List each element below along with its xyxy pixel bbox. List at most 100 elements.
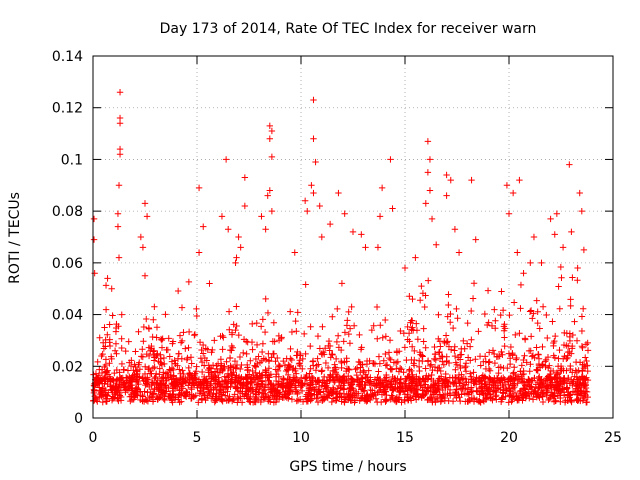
data-point	[341, 210, 348, 217]
data-point	[486, 375, 493, 382]
data-point	[240, 379, 247, 386]
data-point	[265, 365, 273, 372]
data-point	[193, 305, 200, 313]
data-point	[546, 362, 553, 369]
data-point	[466, 397, 474, 404]
data-point	[177, 339, 185, 346]
y-tick-label: 0.06	[52, 256, 83, 272]
data-point	[227, 362, 234, 370]
data-point	[505, 381, 512, 389]
data-point	[152, 373, 159, 381]
data-point	[388, 366, 396, 373]
data-point	[126, 376, 133, 384]
data-point	[500, 374, 507, 381]
data-point	[378, 379, 386, 387]
data-point	[334, 393, 341, 401]
data-point	[406, 385, 414, 392]
data-point	[145, 352, 153, 360]
data-point	[233, 361, 241, 369]
data-point	[414, 390, 421, 397]
data-point	[489, 376, 497, 384]
data-point	[578, 367, 586, 375]
data-point	[412, 396, 420, 403]
data-point	[132, 348, 139, 355]
data-point	[414, 336, 422, 343]
data-point	[440, 392, 447, 400]
data-point	[189, 380, 196, 387]
data-point	[238, 399, 246, 406]
data-point	[92, 370, 100, 377]
data-point	[529, 352, 537, 359]
data-point	[212, 393, 219, 400]
data-point	[426, 156, 434, 163]
data-point	[184, 373, 192, 381]
data-point	[96, 394, 103, 401]
data-point	[249, 320, 256, 328]
data-point	[447, 392, 454, 399]
data-point	[534, 319, 541, 327]
data-point	[343, 322, 351, 329]
data-point	[228, 397, 236, 405]
data-point	[211, 399, 218, 406]
data-point	[127, 362, 135, 370]
data-point	[103, 397, 111, 405]
data-point	[551, 231, 558, 238]
data-point	[551, 384, 559, 391]
data-point	[485, 365, 493, 373]
data-point	[260, 387, 267, 395]
data-point	[269, 338, 277, 345]
data-point	[492, 317, 499, 324]
data-point	[297, 383, 304, 391]
data-point	[175, 392, 182, 399]
data-point	[394, 375, 401, 382]
data-point	[491, 359, 499, 367]
data-point	[370, 322, 377, 329]
data-point	[377, 322, 384, 329]
data-point	[362, 396, 369, 403]
data-point	[343, 355, 350, 362]
data-point	[377, 398, 385, 406]
data-point	[180, 329, 187, 336]
data-point	[326, 392, 333, 399]
data-point	[418, 282, 425, 290]
data-point	[539, 398, 547, 406]
data-point	[252, 376, 259, 384]
data-point	[160, 395, 168, 403]
data-point	[219, 332, 226, 340]
data-point	[151, 303, 158, 310]
data-point	[332, 397, 340, 404]
data-point	[275, 361, 282, 369]
data-point	[501, 342, 508, 350]
data-point	[320, 349, 327, 356]
data-point	[185, 344, 192, 351]
data-point	[451, 226, 459, 233]
data-point	[505, 399, 512, 406]
data-point	[257, 323, 265, 330]
data-point	[144, 376, 152, 384]
data-point	[528, 383, 535, 390]
data-point	[106, 375, 114, 382]
data-point	[159, 374, 166, 381]
data-point	[262, 373, 269, 381]
data-point	[360, 387, 367, 394]
data-point	[206, 364, 213, 372]
data-point	[243, 375, 251, 383]
data-point	[578, 207, 585, 215]
data-point	[409, 327, 417, 334]
data-point	[152, 370, 160, 378]
data-point	[230, 321, 237, 328]
data-point	[308, 182, 315, 189]
data-point	[178, 355, 186, 362]
data-point	[447, 318, 454, 326]
data-point	[198, 395, 206, 403]
data-point	[140, 338, 147, 345]
data-point	[148, 379, 156, 386]
data-point	[466, 343, 474, 350]
data-point	[274, 354, 281, 362]
data-point	[259, 381, 266, 388]
data-point	[204, 392, 211, 399]
data-point	[503, 386, 510, 394]
data-point	[564, 392, 571, 400]
data-point	[509, 189, 517, 197]
data-point	[409, 378, 417, 385]
